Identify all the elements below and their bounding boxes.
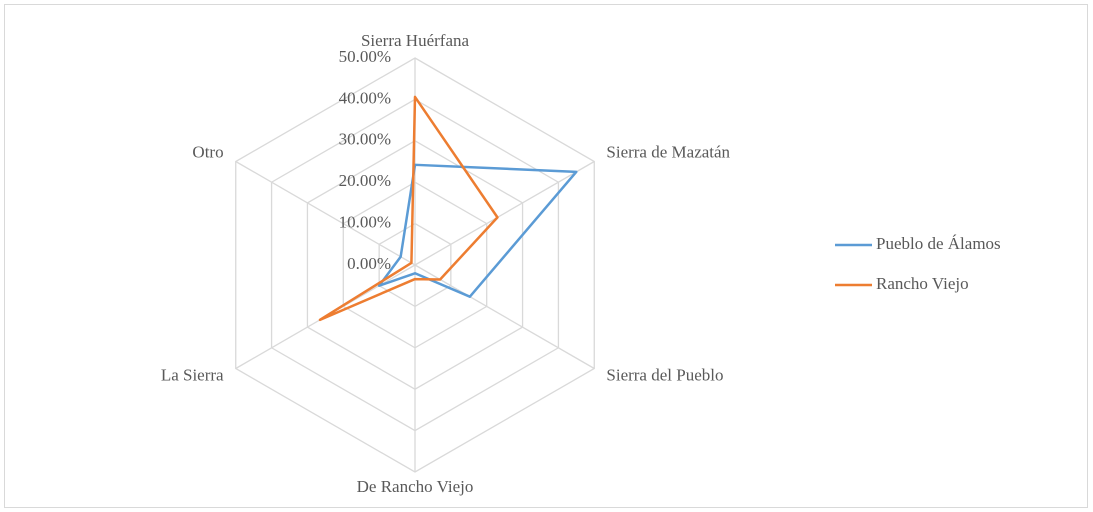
category-label: De Rancho Viejo: [357, 477, 474, 496]
y-tick-label: 40.00%: [339, 88, 391, 107]
legend-label: Rancho Viejo: [876, 274, 969, 293]
category-label: Otro: [192, 142, 223, 161]
spoke: [414, 160, 595, 266]
category-label: Sierra del Pueblo: [606, 365, 723, 384]
series-line: [377, 163, 578, 298]
spoke: [414, 264, 595, 370]
legend-label: Pueblo de Álamos: [876, 234, 1001, 253]
y-tick-label: 50.00%: [339, 47, 391, 66]
y-tick-label: 20.00%: [339, 171, 391, 190]
series-line: [318, 95, 499, 322]
category-label: La Sierra: [161, 365, 224, 384]
y-tick-label: 30.00%: [339, 130, 391, 149]
category-label: Sierra Huérfana: [361, 31, 470, 50]
category-label: Sierra de Mazatán: [606, 142, 730, 161]
chart-border: [4, 4, 1088, 508]
spoke: [235, 160, 416, 266]
y-tick-label: 10.00%: [339, 213, 391, 232]
y-tick-label: 0.00%: [347, 254, 391, 273]
